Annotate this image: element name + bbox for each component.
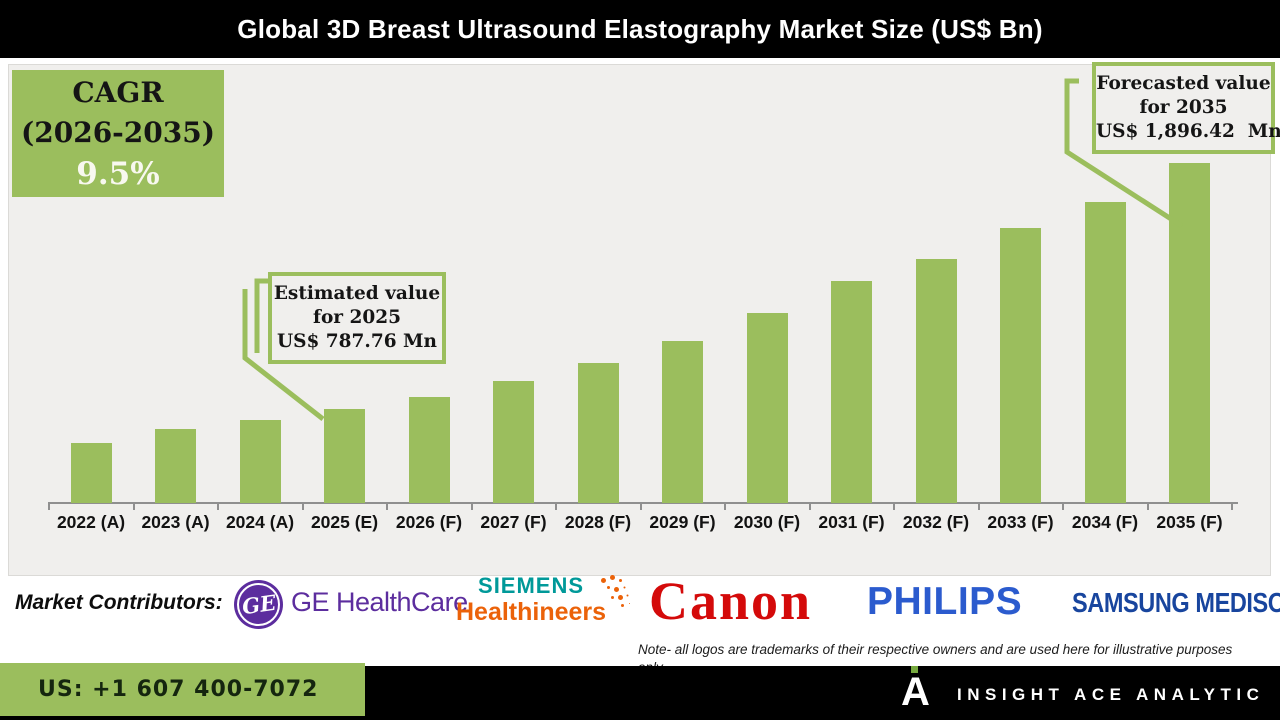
cagr-period: (2026-2035) [21,115,215,149]
siemens-wordmark: SIEMENS [478,573,585,598]
samsung-medison-logo: SAMSUNG MEDISON [1072,587,1280,618]
philips-logo: PHILIPS [867,580,1023,623]
estimated-value-callout: Estimated value for 2025 US$ 787.76 Mn [268,272,446,364]
siemens-healthineers-logo: SIEMENS Healthineers [456,575,606,625]
cagr-rate: 9.5% [76,155,160,192]
phone-number: US: +1 607 400-7072 [38,677,319,702]
ge-logo-ring [237,583,280,626]
estimated-callout-value: US$ 787.76 Mn [277,331,437,352]
ge-healthcare-logo: GE HealthCare [291,587,468,617]
healthineers-wordmark: Healthineers [456,598,607,626]
siemens-dots-icon [601,578,606,583]
forecast-callout-line2: for 2035 [1139,97,1228,118]
title-bar: Global 3D Breast Ultrasound Elastography… [0,0,1280,58]
market-contributors-label: Market Contributors: [15,591,223,614]
insight-ace-brand-name: INSIGHT ACE ANALYTIC [957,685,1265,704]
estimated-callout-line1: Estimated value [273,283,441,304]
ge-monogram: GE [239,589,278,620]
ge-logo-icon: GE [234,580,283,629]
canon-logo: Canon [649,571,813,631]
estimated-callout-line2: for 2025 [313,307,401,328]
cagr-box: CAGR (2026-2035) 9.5% [12,70,224,197]
phone-box: US: +1 607 400-7072 [0,663,365,716]
insight-ace-logo-icon: A [901,666,941,714]
forecast-callout-value: US$ 1,896.42 Mn [1096,121,1280,142]
page-title: Global 3D Breast Ultrasound Elastography… [237,13,1043,44]
insight-ace-a-glyph: A [901,670,930,714]
forecast-callout-line1: Forecasted value [1096,73,1271,94]
trademark-note-line1: Note- all logos are trademarks of their … [638,642,1233,657]
insight-ace-green-square-icon [911,666,918,673]
cagr-label: CAGR [72,75,164,109]
forecast-value-callout: Forecasted value for 2035 US$ 1,896.42 M… [1092,62,1280,154]
